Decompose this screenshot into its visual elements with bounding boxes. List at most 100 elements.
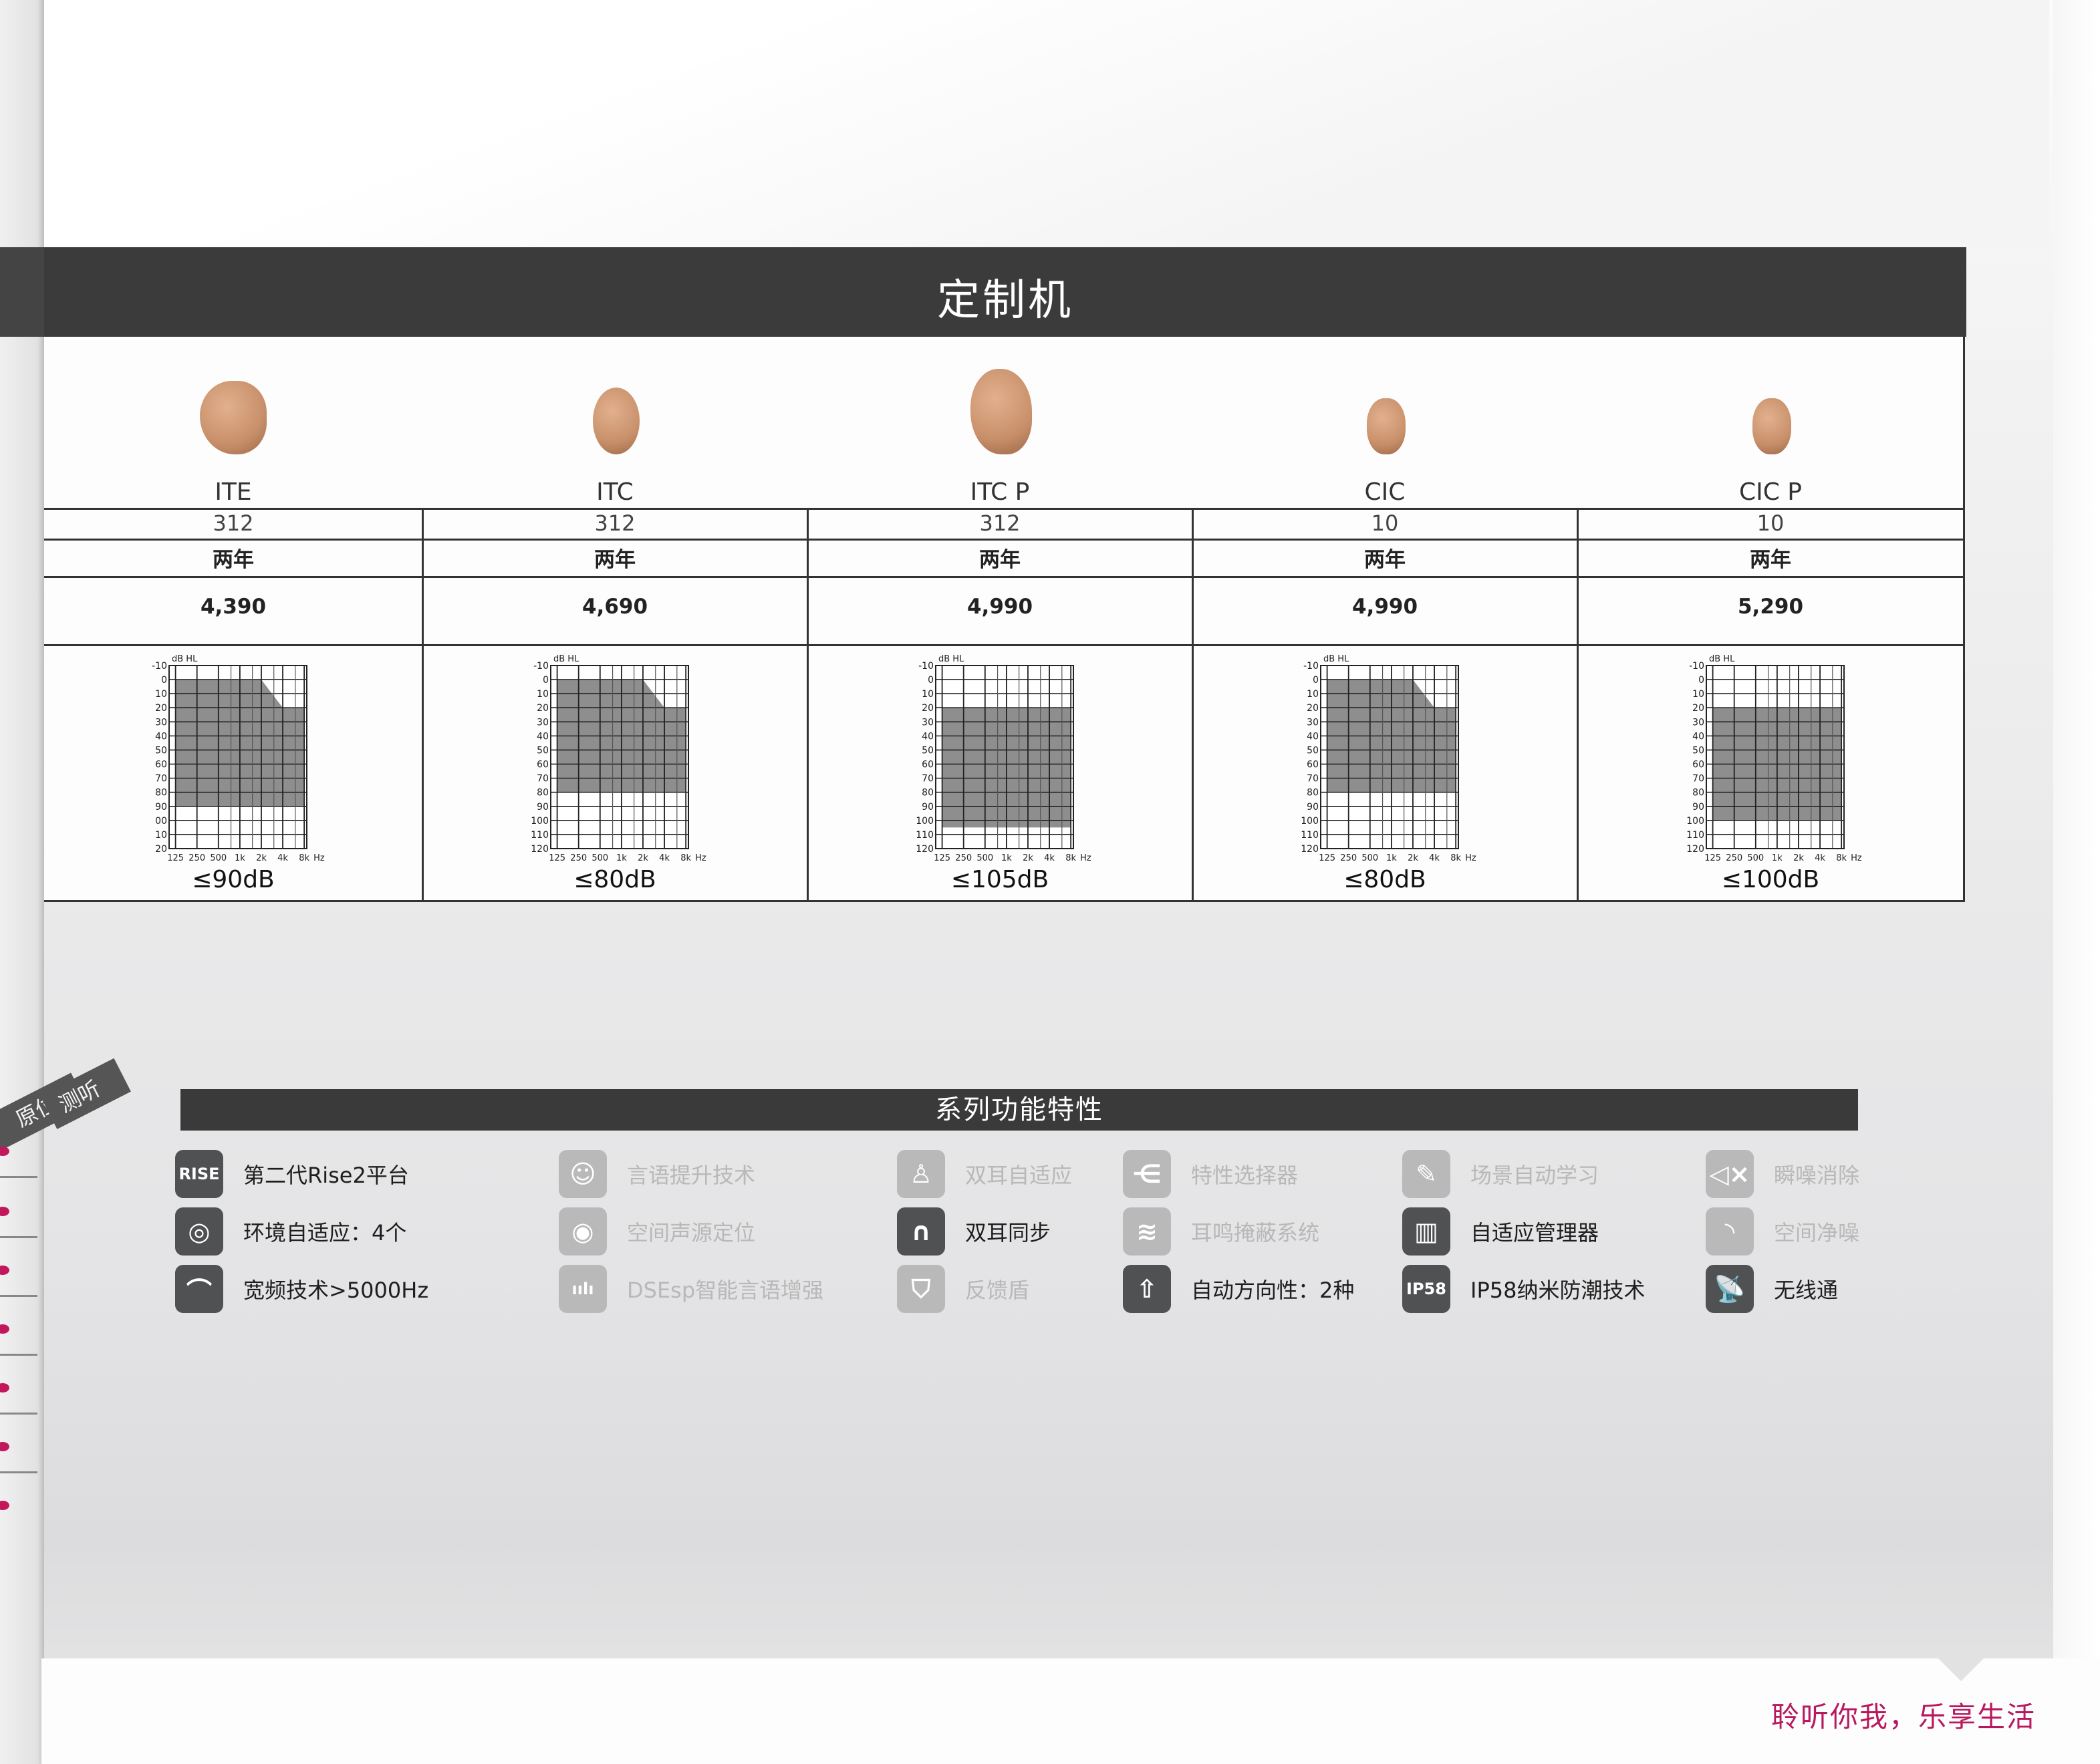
y-tick-label: 20 xyxy=(1692,703,1704,714)
nav-dot[interactable] xyxy=(0,1207,9,1216)
feature-item: ◎ 环境自适应：4个 xyxy=(175,1207,406,1256)
x-tick-label: 250 xyxy=(1340,853,1357,863)
y-tick-label: 120 xyxy=(531,844,549,855)
page-title: 定制机 xyxy=(937,276,1073,325)
bar-chart-icon: ▥ xyxy=(1402,1207,1450,1256)
price: 4,390 xyxy=(200,595,267,619)
x-tick-label: 8k xyxy=(1836,853,1847,863)
y-tick-label: 80 xyxy=(922,788,934,798)
x-axis-unit: Hz xyxy=(1851,853,1862,863)
x-tick-label: 4k xyxy=(277,853,288,863)
warranty: 两年 xyxy=(594,548,636,572)
price: 4,990 xyxy=(966,595,1033,619)
feature-label: 瞬噪消除 xyxy=(1774,1163,1860,1188)
arrow-up-icon: ⇧ xyxy=(1123,1265,1171,1313)
nav-dot[interactable] xyxy=(0,1266,9,1275)
plot-frame xyxy=(168,665,307,849)
nav-divider xyxy=(0,1176,37,1178)
x-tick-label: 2k xyxy=(1023,853,1033,863)
y-tick-label: 40 xyxy=(1692,731,1704,742)
y-tick-label: 90 xyxy=(1692,802,1704,813)
y-tick-label: 70 xyxy=(1307,774,1319,784)
y-tick-label: 80 xyxy=(1307,788,1319,798)
nav-dot[interactable] xyxy=(0,1442,9,1451)
column-divider xyxy=(807,508,809,902)
speaker-mute-icon: ◁× xyxy=(1706,1150,1754,1198)
y-tick-label: 120 xyxy=(1686,844,1704,855)
feature-item: ▥ 自适应管理器 xyxy=(1402,1207,1599,1256)
feature-item: ıılı DSEsp智能言语增强 xyxy=(559,1264,823,1314)
y-tick-label: 20 xyxy=(922,703,934,714)
features-title: 系列功能特性 xyxy=(935,1094,1103,1125)
y-tick-label: 70 xyxy=(537,774,549,784)
x-tick-label: 4k xyxy=(1044,853,1055,863)
y-tick-label: 20 xyxy=(1307,703,1319,714)
product-name: ITC P xyxy=(970,478,1030,506)
y-axis-label: dB HL xyxy=(938,654,964,664)
warranty: 两年 xyxy=(1364,548,1406,572)
y-tick-label: 30 xyxy=(922,717,934,728)
person-icon: ♙ xyxy=(897,1150,945,1198)
y-tick-label: 50 xyxy=(537,745,549,756)
wideband-icon: ⌒ xyxy=(175,1265,223,1313)
table-divider xyxy=(44,539,1965,541)
x-axis-unit: Hz xyxy=(313,853,325,863)
product-table: ITE 312 两年 4,390 ≤90dB dB HL -10 0 10 20 30 40 50 60 7… xyxy=(44,337,1965,902)
nav-dot[interactable] xyxy=(0,1383,9,1392)
product-name: CIC xyxy=(1364,478,1406,506)
column-divider xyxy=(422,508,424,902)
feature-item: IP58 IP58纳米防潮技术 xyxy=(1402,1264,1645,1314)
y-tick-label: 70 xyxy=(922,774,934,784)
y-tick-label: 60 xyxy=(1307,760,1319,770)
feature-item: ⇧ 自动方向性：2种 xyxy=(1123,1264,1354,1314)
y-tick-label: 20 xyxy=(537,703,549,714)
feature-item: ⋲ 特性选择器 xyxy=(1123,1149,1298,1199)
y-tick-label: 80 xyxy=(537,788,549,798)
waves-icon: ≋ xyxy=(1123,1207,1171,1256)
y-axis-label: dB HL xyxy=(1323,654,1349,664)
y-tick-label: 60 xyxy=(1692,760,1704,770)
plot-frame xyxy=(1320,665,1459,849)
y-tick-label: 60 xyxy=(155,760,167,770)
battery-size: 312 xyxy=(213,510,254,536)
y-tick-label: 70 xyxy=(155,774,167,784)
x-tick-label: 125 xyxy=(549,853,565,863)
y-tick-label: 10 xyxy=(155,830,167,841)
nav-divider xyxy=(0,1413,37,1415)
y-tick-label: -10 xyxy=(1303,661,1319,672)
feature-label: 耳鸣掩蔽系统 xyxy=(1191,1220,1320,1245)
y-tick-label: 40 xyxy=(537,731,549,742)
y-tick-label: 80 xyxy=(1692,788,1704,798)
product-name: ITC xyxy=(596,478,634,506)
nav-dot[interactable] xyxy=(0,1147,9,1156)
feature-label: 双耳同步 xyxy=(965,1220,1051,1245)
x-tick-label: 250 xyxy=(1726,853,1742,863)
x-tick-label: 500 xyxy=(1747,853,1764,863)
hearing-aid-image xyxy=(1367,398,1406,454)
y-tick-label: 10 xyxy=(537,689,549,700)
side-tab-audiometry[interactable]: 测听 xyxy=(40,1058,131,1129)
y-tick-label: 50 xyxy=(1307,745,1319,756)
nav-dot[interactable] xyxy=(0,1324,9,1334)
y-tick-label: 40 xyxy=(922,731,934,742)
x-tick-label: 250 xyxy=(955,853,972,863)
warranty: 两年 xyxy=(213,548,254,572)
y-tick-label: 120 xyxy=(1301,844,1319,855)
hearing-aid-image xyxy=(593,388,640,454)
table-divider xyxy=(44,576,1965,578)
y-tick-label: 30 xyxy=(1307,717,1319,728)
nav-dot[interactable] xyxy=(0,1501,9,1510)
product-name: ITE xyxy=(215,478,252,506)
x-tick-label: 500 xyxy=(976,853,993,863)
hearing-aid-image xyxy=(200,381,267,454)
feature-item: ∩ 双耳同步 xyxy=(897,1207,1051,1256)
y-tick-label: 100 xyxy=(1301,816,1319,827)
x-tick-label: 500 xyxy=(592,853,608,863)
feature-label: 自动方向性：2种 xyxy=(1191,1278,1355,1303)
rise-wireless-icon: RISE xyxy=(175,1150,223,1198)
y-tick-label: 120 xyxy=(916,844,934,855)
y-tick-label: 50 xyxy=(155,745,167,756)
x-tick-label: 8k xyxy=(680,853,691,863)
price: 4,690 xyxy=(581,595,648,619)
product-name: CIC P xyxy=(1738,478,1803,506)
